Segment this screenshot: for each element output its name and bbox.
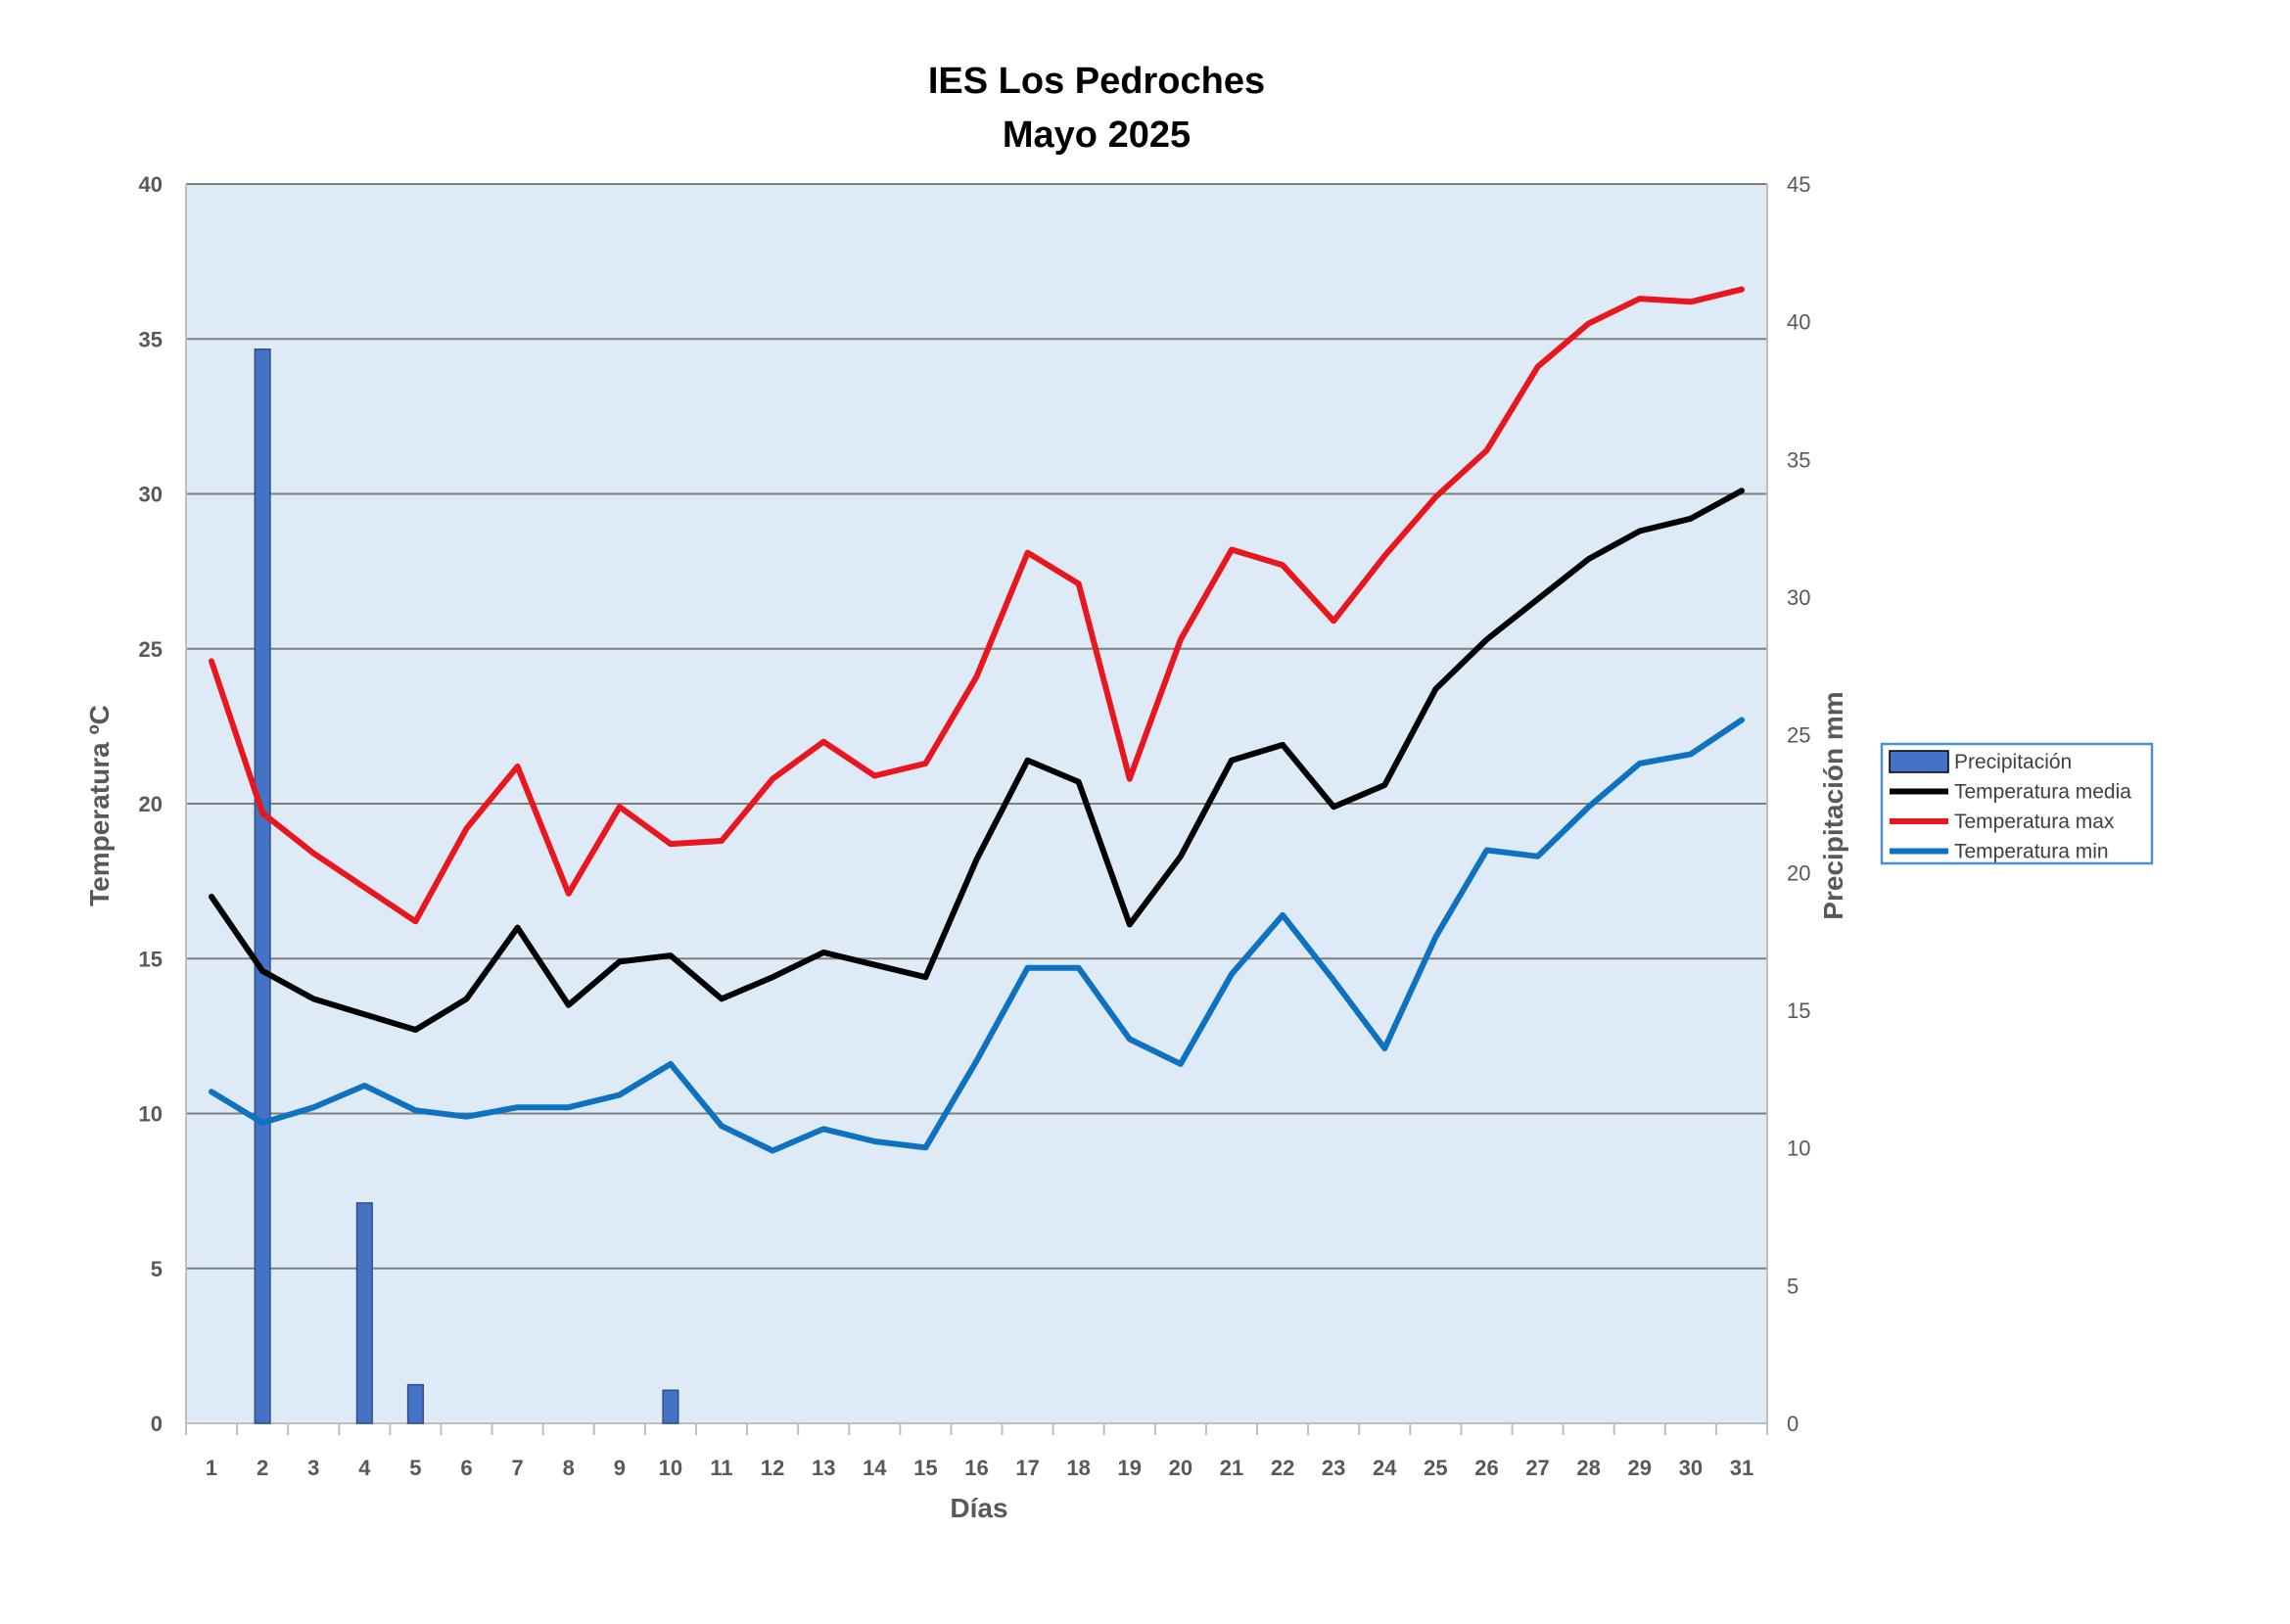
y-tick-label-left: 5 (151, 1257, 163, 1281)
x-tick-label: 11 (710, 1456, 732, 1480)
y-tick-label-right: 30 (1787, 585, 1810, 610)
y-tick-label-left: 35 (139, 327, 163, 351)
x-tick-label: 8 (563, 1456, 575, 1480)
x-tick-label: 2 (257, 1456, 268, 1480)
y-axis-label-right: Precipitación mm (1818, 691, 1848, 919)
y-tick-label-right: 20 (1787, 860, 1810, 885)
x-tick-label: 13 (812, 1456, 835, 1480)
x-tick-label: 27 (1525, 1456, 1549, 1480)
x-tick-label: 23 (1322, 1456, 1345, 1480)
y-tick-label-right: 5 (1787, 1274, 1799, 1298)
x-tick-label: 3 (307, 1456, 319, 1480)
series-line-temperatura-min (209, 717, 1745, 1154)
x-tick-label: 22 (1271, 1456, 1294, 1480)
x-tick-label: 20 (1169, 1456, 1192, 1480)
y-tick-label-left: 30 (139, 483, 163, 507)
x-tick-label: 10 (659, 1456, 682, 1480)
series-line-temperatura-max (209, 286, 1745, 925)
x-tick-label: 31 (1730, 1456, 1753, 1480)
x-tick-label: 29 (1628, 1456, 1652, 1480)
precipitation-bar (355, 1202, 373, 1424)
y-tick-label-right: 40 (1787, 310, 1810, 335)
legend-label: Temperatura max (1954, 811, 2115, 833)
x-tick-label: 4 (358, 1456, 371, 1480)
y-tick-label-left: 15 (139, 947, 163, 971)
x-tick-label: 5 (409, 1456, 421, 1480)
legend: Precipitación Temperatura media Temperatur… (1880, 742, 2154, 865)
legend-label: Temperatura media (1954, 781, 2131, 804)
legend-label: Precipitación (1954, 751, 2072, 773)
x-tick-label: 18 (1066, 1456, 1090, 1480)
x-tick-label: 28 (1576, 1456, 1600, 1480)
x-tick-label: 6 (460, 1456, 472, 1480)
x-tick-label: 16 (964, 1456, 988, 1480)
x-tick-label: 12 (761, 1456, 784, 1480)
precipitation-bar (254, 348, 271, 1424)
series-line-temperatura-media (209, 487, 1745, 1033)
y-tick-label-left: 0 (151, 1412, 163, 1436)
precipitation-bar (406, 1383, 425, 1424)
legend-label: Temperatura min (1954, 841, 2109, 863)
x-tick-label: 21 (1220, 1456, 1243, 1480)
x-tick-label: 1 (206, 1456, 217, 1480)
y-tick-label-left: 40 (139, 172, 163, 197)
y-tick-label-right: 25 (1787, 723, 1810, 748)
x-tick-label: 24 (1373, 1456, 1397, 1480)
x-tick-label: 26 (1474, 1456, 1498, 1480)
legend-swatch-bar (1889, 750, 1949, 773)
y-tick-label-right: 10 (1787, 1137, 1810, 1161)
y-tick-label-left: 20 (139, 792, 163, 816)
precipitation-bar (662, 1389, 679, 1424)
chart-title-line-2: Mayo 2025 (1003, 115, 1191, 156)
y-tick-label-right: 15 (1787, 998, 1810, 1023)
x-axis-label: Días (950, 1493, 1007, 1523)
x-tick-label: 30 (1679, 1456, 1703, 1480)
x-tick-label: 25 (1424, 1456, 1447, 1480)
x-tick-label: 7 (512, 1456, 524, 1480)
x-tick-label: 9 (614, 1456, 626, 1480)
y-tick-label-right: 0 (1787, 1412, 1799, 1436)
y-axis-label-left: Temperatura ºC (84, 705, 115, 906)
chart-title-line-1: IES Los Pedroches (928, 61, 1265, 102)
x-tick-label: 17 (1015, 1456, 1039, 1480)
x-tick-label: 15 (913, 1456, 937, 1480)
y-tick-label-right: 35 (1787, 447, 1810, 472)
x-tick-label: 14 (863, 1456, 887, 1480)
x-tick-label: 19 (1118, 1456, 1142, 1480)
y-tick-label-left: 10 (139, 1102, 163, 1127)
y-tick-label-left: 25 (139, 637, 163, 662)
y-tick-label-right: 45 (1787, 172, 1810, 197)
